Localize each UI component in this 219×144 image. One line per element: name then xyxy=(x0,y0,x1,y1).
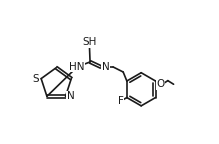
Text: O: O xyxy=(157,79,165,89)
Text: N: N xyxy=(102,62,109,72)
Text: S: S xyxy=(33,74,39,84)
Text: SH: SH xyxy=(82,37,97,48)
Text: HN: HN xyxy=(69,62,85,72)
Text: F: F xyxy=(118,96,124,106)
Text: N: N xyxy=(67,91,74,101)
